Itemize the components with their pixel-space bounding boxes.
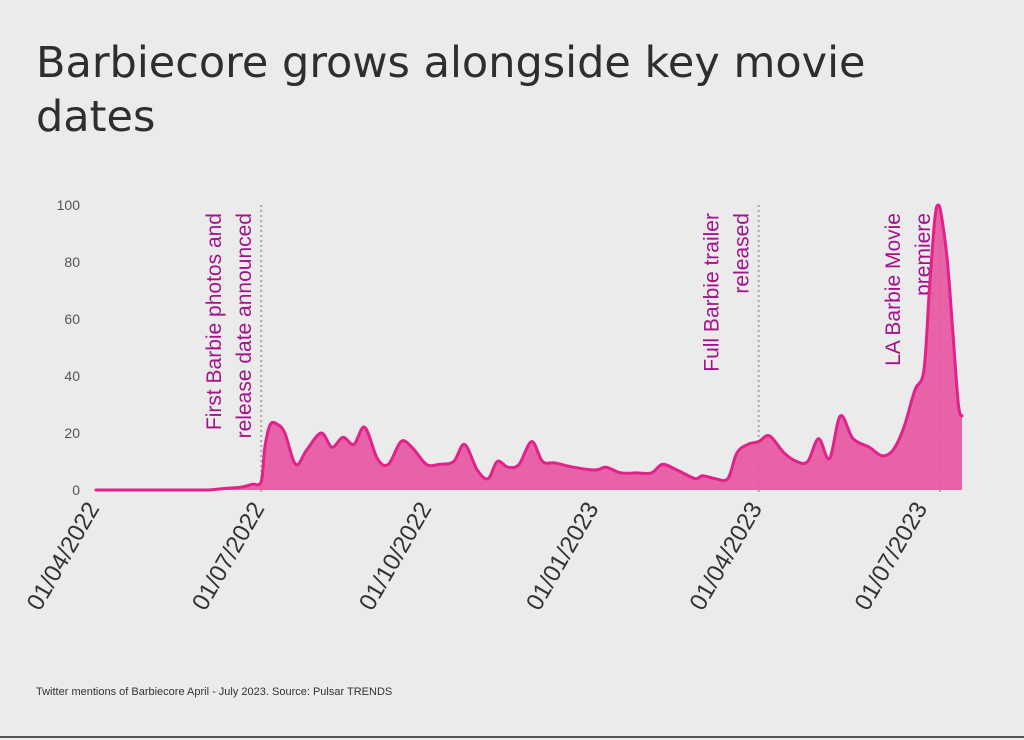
area-layer	[94, 203, 964, 492]
chart-svg: First Barbie photos and release date anno…	[22, 197, 964, 616]
y-tick-label: 20	[64, 425, 80, 441]
x-tick-label: 01/07/2022	[187, 498, 270, 616]
x-tick-label: 01/04/2023	[684, 498, 767, 616]
area-fill	[96, 205, 962, 490]
x-tick-label: 01/01/2023	[521, 498, 604, 616]
annotation-layer: First Barbie photos and release date anno…	[203, 205, 942, 492]
y-tick-label: 100	[57, 197, 81, 213]
event-annotation-text: LA Barbie Movie	[882, 213, 905, 366]
bottom-divider	[0, 736, 1024, 738]
event-annotation-text: released	[731, 213, 754, 294]
y-tick-label: 60	[64, 311, 80, 327]
x-tick-label: 01/04/2022	[22, 498, 105, 616]
x-tick-label: 01/10/2022	[354, 498, 437, 616]
event-annotation-text: Full Barbie trailer	[701, 213, 724, 372]
event-annotation-text: release date announced	[233, 213, 256, 438]
chart-title: Barbiecore grows alongside key movie dat…	[36, 38, 866, 142]
x-tick-label: 01/07/2023	[850, 498, 933, 616]
y-tick-label: 80	[64, 254, 80, 270]
y-tick-label: 40	[64, 368, 80, 384]
event-annotation-text: First Barbie photos and	[203, 213, 226, 430]
x-axis: 01/04/2022 01/07/2022 01/10/2022 01/01/2023…	[22, 498, 933, 616]
series-line	[94, 203, 964, 492]
y-axis: 0 20 40 60 80 100	[57, 197, 81, 498]
chart-caption: Twitter mentions of Barbiecore April - J…	[36, 686, 393, 698]
y-tick-label: 0	[72, 482, 80, 498]
